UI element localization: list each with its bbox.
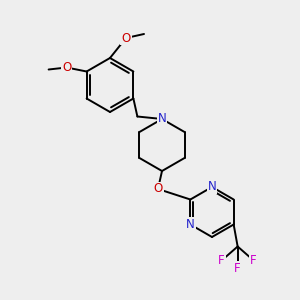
Text: O: O (62, 61, 71, 74)
Text: F: F (250, 254, 257, 267)
Text: O: O (153, 182, 163, 196)
Text: O: O (122, 32, 130, 44)
Text: F: F (218, 254, 225, 267)
Text: F: F (234, 262, 241, 275)
Text: N: N (186, 218, 195, 231)
Text: N: N (208, 181, 216, 194)
Text: N: N (158, 112, 166, 125)
